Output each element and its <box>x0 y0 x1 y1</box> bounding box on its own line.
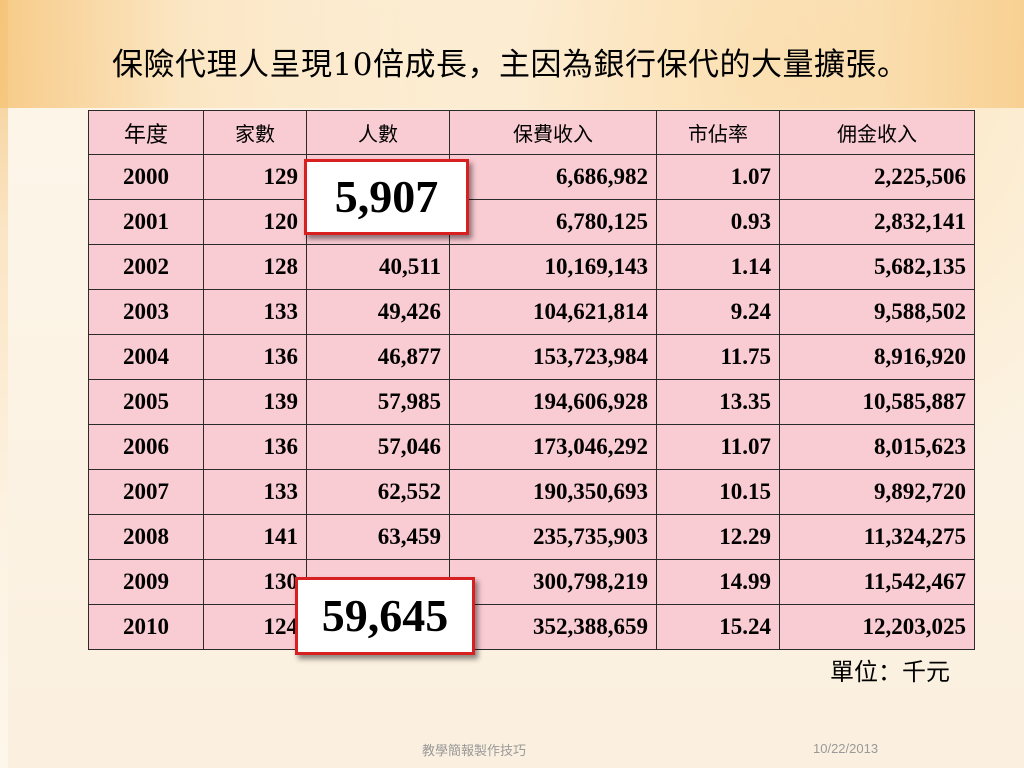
col-header-commission: 佣金收入 <box>779 110 975 155</box>
cell-premium: 235,735,903 <box>449 514 657 560</box>
table-row: 2000 129 6,686,982 1.07 2,225,506 <box>88 154 975 200</box>
cell-premium: 352,388,659 <box>449 604 657 650</box>
cell-market-share: 14.99 <box>656 559 780 605</box>
cell-premium: 10,169,143 <box>449 244 657 290</box>
cell-companies: 130 <box>203 559 307 605</box>
table-row: 2002 128 40,511 10,169,143 1.14 5,682,135 <box>88 244 975 290</box>
cell-year: 2010 <box>88 604 204 650</box>
left-decor-bar <box>0 0 8 768</box>
cell-premium: 173,046,292 <box>449 424 657 470</box>
cell-people: 40,511 <box>306 244 450 290</box>
cell-companies: 136 <box>203 424 307 470</box>
table-row: 2006 136 57,046 173,046,292 11.07 8,015,623 <box>88 424 975 470</box>
cell-market-share: 15.24 <box>656 604 780 650</box>
cell-premium: 153,723,984 <box>449 334 657 380</box>
table-row: 2003 133 49,426 104,621,814 9.24 9,588,502 <box>88 289 975 335</box>
cell-premium: 6,686,982 <box>449 154 657 200</box>
cell-market-share: 9.24 <box>656 289 780 335</box>
cell-year: 2007 <box>88 469 204 515</box>
slide-title: 保險代理人呈現10倍成長，主因為銀行保代的大量擴張。 <box>112 47 909 83</box>
col-header-premium: 保費收入 <box>449 110 657 155</box>
footer-title: 教學簡報製作技巧 <box>422 744 527 759</box>
cell-people: 46,877 <box>306 334 450 380</box>
cell-premium: 6,780,125 <box>449 199 657 245</box>
table-row: 2008 141 63,459 235,735,903 12.29 11,324,275 <box>88 514 975 560</box>
cell-commission: 12,203,025 <box>779 604 975 650</box>
cell-people: 57,985 <box>306 379 450 425</box>
cell-year: 2005 <box>88 379 204 425</box>
cell-commission: 9,892,720 <box>779 469 975 515</box>
cell-companies: 124 <box>203 604 307 650</box>
col-header-market-share: 市佔率 <box>656 110 780 155</box>
col-header-year: 年度 <box>88 110 204 155</box>
cell-commission: 8,015,623 <box>779 424 975 470</box>
cell-year: 2009 <box>88 559 204 605</box>
cell-people: 49,426 <box>306 289 450 335</box>
cell-premium: 104,621,814 <box>449 289 657 335</box>
cell-market-share: 1.07 <box>656 154 780 200</box>
cell-companies: 120 <box>203 199 307 245</box>
footer-date: 10/22/2013 <box>813 741 879 756</box>
data-table: 年度 家數 人數 保費收入 市佔率 佣金收入 2000 129 6,686,982 1… <box>88 110 975 650</box>
cell-year: 2003 <box>88 289 204 335</box>
table-row: 2004 136 46,877 153,723,984 11.75 8,916,920 <box>88 334 975 380</box>
cell-year: 2006 <box>88 424 204 470</box>
cell-companies: 133 <box>203 289 307 335</box>
cell-year: 2000 <box>88 154 204 200</box>
cell-commission: 11,542,467 <box>779 559 975 605</box>
cell-premium: 190,350,693 <box>449 469 657 515</box>
cell-year: 2004 <box>88 334 204 380</box>
cell-year: 2001 <box>88 199 204 245</box>
cell-year: 2002 <box>88 244 204 290</box>
cell-companies: 128 <box>203 244 307 290</box>
top-decor-glow <box>0 0 1024 108</box>
cell-people: 62,552 <box>306 469 450 515</box>
callout-people-2010: 59,645 <box>295 577 475 655</box>
cell-companies: 133 <box>203 469 307 515</box>
cell-premium: 194,606,928 <box>449 379 657 425</box>
table-row: 2007 133 62,552 190,350,693 10.15 9,892,720 <box>88 469 975 515</box>
cell-commission: 5,682,135 <box>779 244 975 290</box>
cell-market-share: 12.29 <box>656 514 780 560</box>
cell-premium: 300,798,219 <box>449 559 657 605</box>
cell-market-share: 13.35 <box>656 379 780 425</box>
cell-market-share: 0.93 <box>656 199 780 245</box>
cell-companies: 129 <box>203 154 307 200</box>
cell-market-share: 1.14 <box>656 244 780 290</box>
cell-people: 63,459 <box>306 514 450 560</box>
cell-commission: 2,832,141 <box>779 199 975 245</box>
cell-commission: 10,585,887 <box>779 379 975 425</box>
cell-year: 2008 <box>88 514 204 560</box>
col-header-companies: 家數 <box>203 110 307 155</box>
cell-market-share: 11.75 <box>656 334 780 380</box>
unit-note: 單位：千元 <box>830 658 950 686</box>
table-row: 2005 139 57,985 194,606,928 13.35 10,585,887 <box>88 379 975 425</box>
col-header-people: 人數 <box>306 110 450 155</box>
cell-people: 57,046 <box>306 424 450 470</box>
table-body: 2000 129 6,686,982 1.07 2,225,506 2001 120 6,78… <box>88 154 975 650</box>
cell-companies: 136 <box>203 334 307 380</box>
cell-market-share: 11.07 <box>656 424 780 470</box>
table-row: 2001 120 6,780,125 0.93 2,832,141 <box>88 199 975 245</box>
table-row: 2010 124 352,388,659 15.24 12,203,025 <box>88 604 975 650</box>
cell-market-share: 10.15 <box>656 469 780 515</box>
cell-commission: 9,588,502 <box>779 289 975 335</box>
cell-companies: 139 <box>203 379 307 425</box>
cell-companies: 141 <box>203 514 307 560</box>
cell-commission: 11,324,275 <box>779 514 975 560</box>
cell-commission: 2,225,506 <box>779 154 975 200</box>
table-header-row: 年度 家數 人數 保費收入 市佔率 佣金收入 <box>88 110 975 155</box>
table-row: 2009 130 300,798,219 14.99 11,542,467 <box>88 559 975 605</box>
cell-commission: 8,916,920 <box>779 334 975 380</box>
callout-people-2000: 5,907 <box>304 159 469 235</box>
